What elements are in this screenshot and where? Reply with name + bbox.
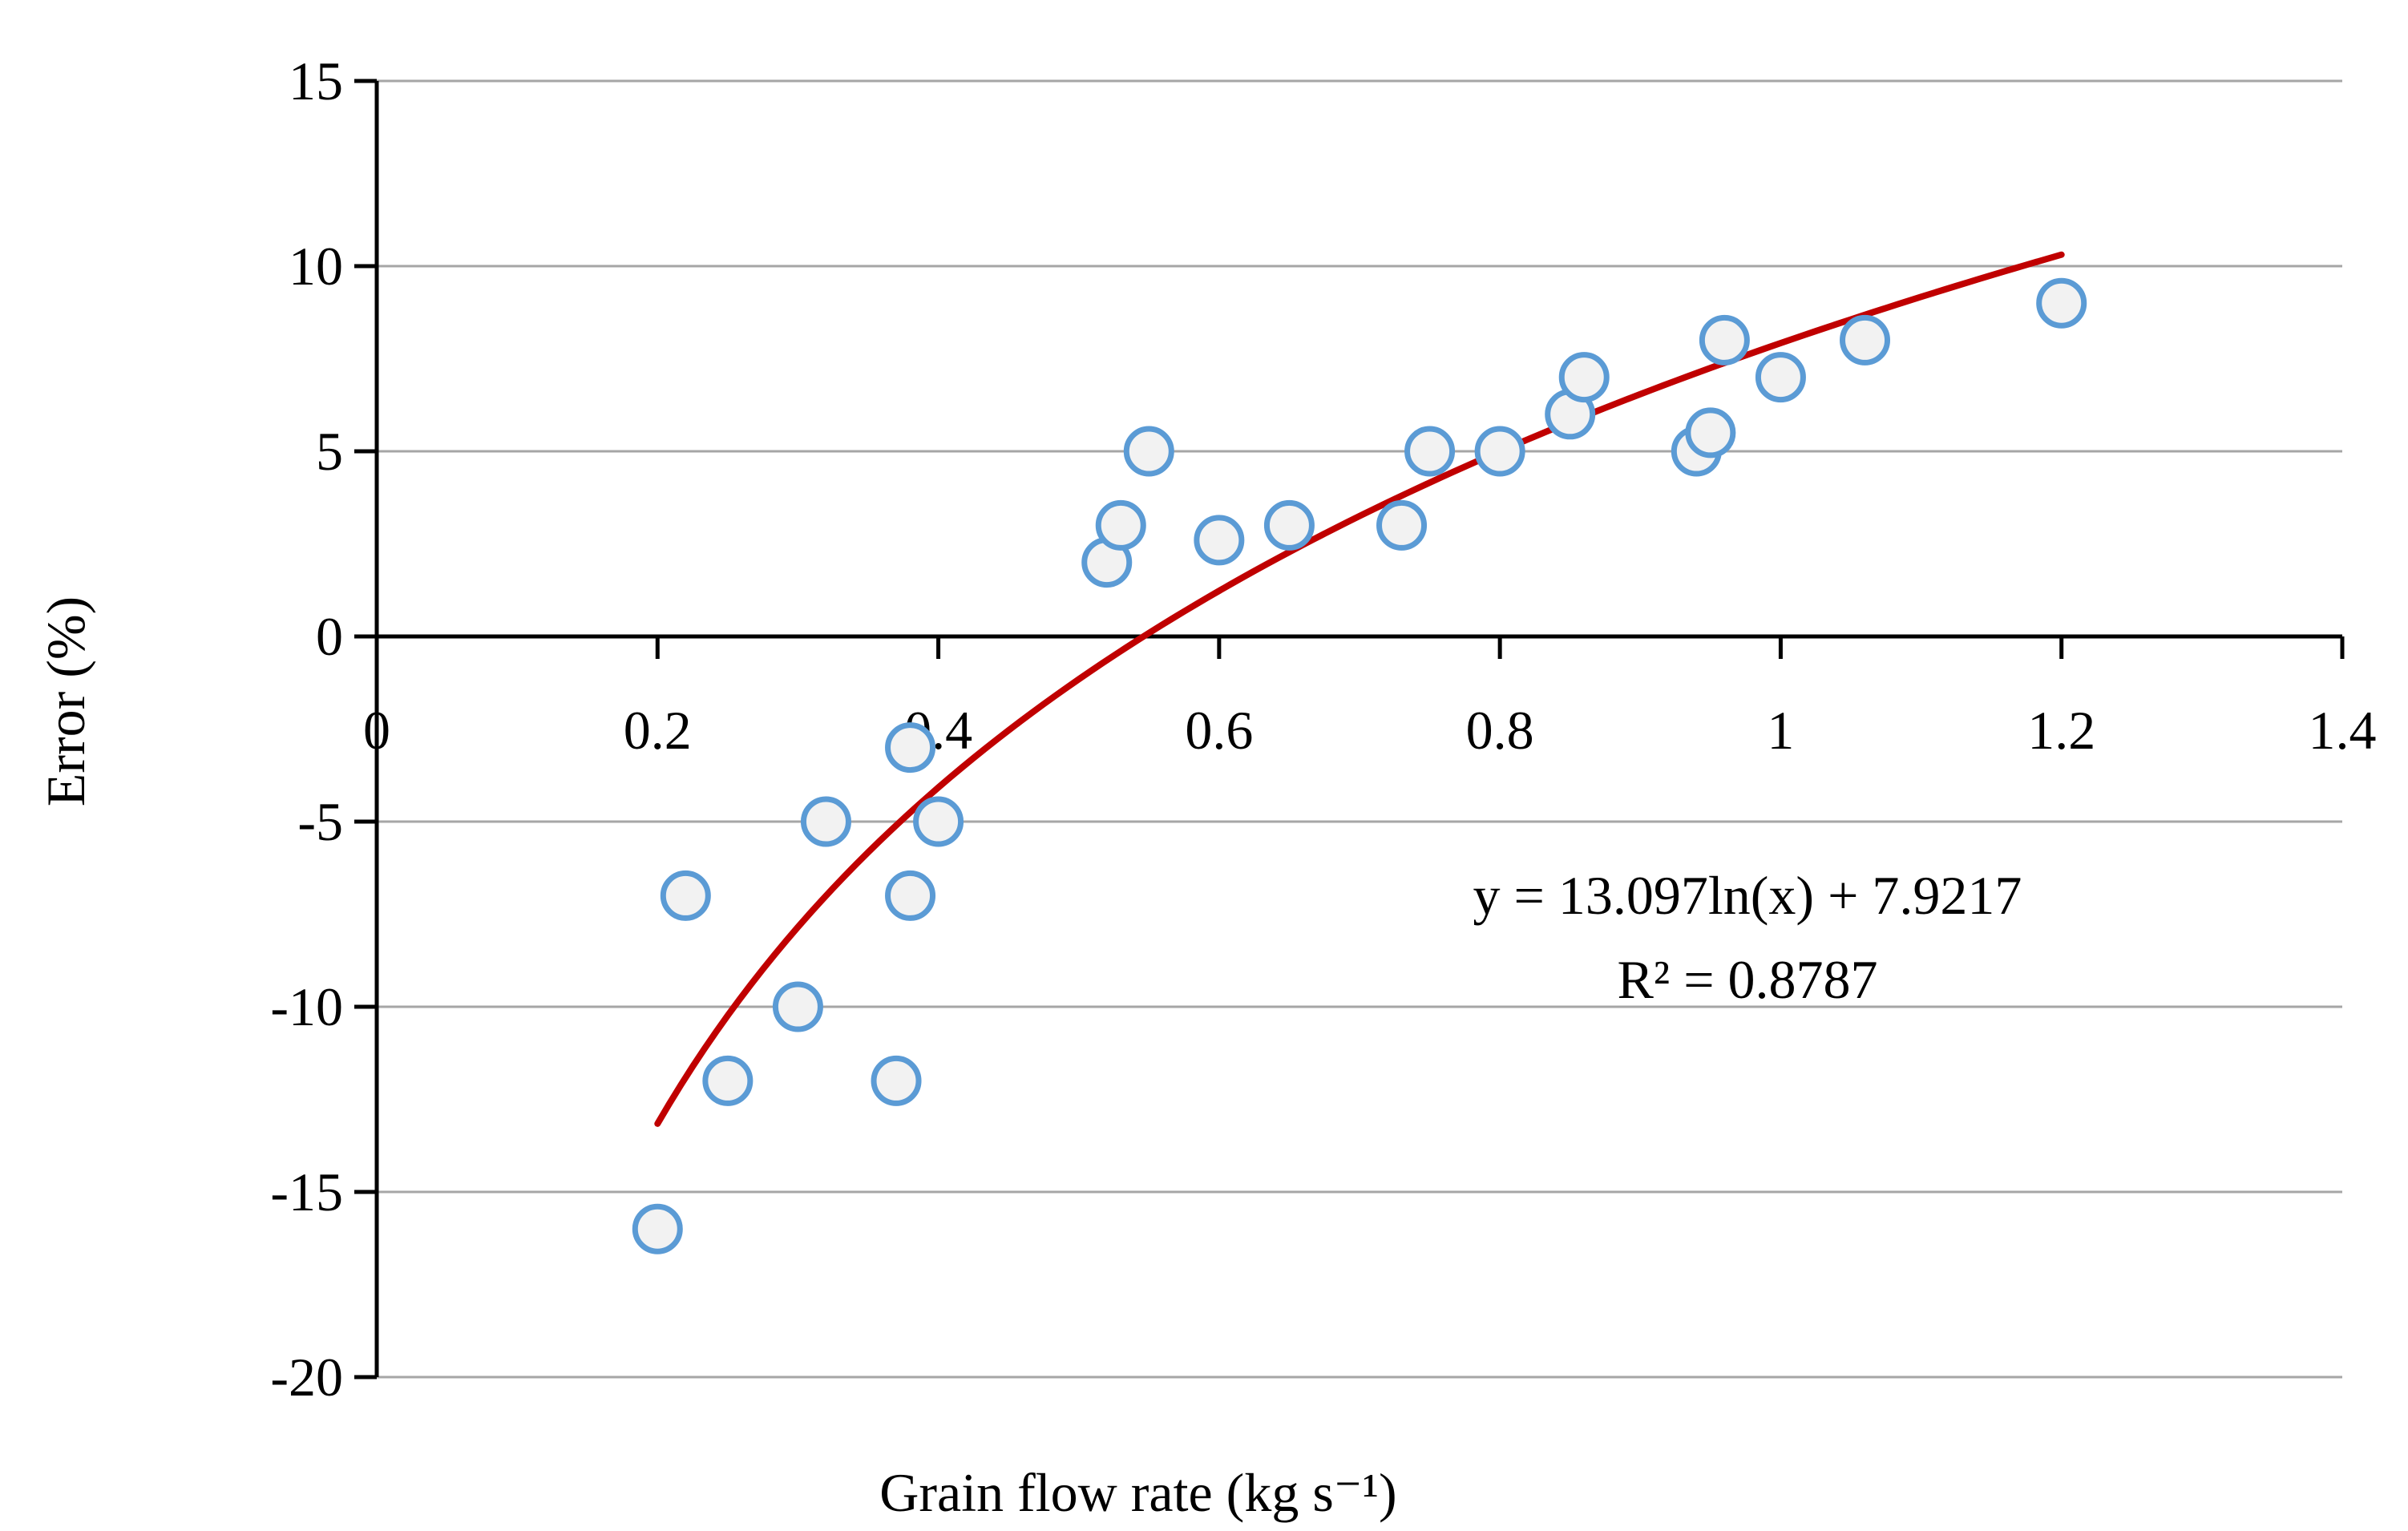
data-point-0-3 — [772, 981, 823, 1032]
y-tick-label-1: 10 — [289, 236, 343, 297]
data-point-0-21 — [1699, 314, 1750, 366]
data-point-0-8 — [913, 796, 964, 847]
data-points — [632, 277, 2087, 1254]
x-tick-label-1: 0.2 — [624, 700, 692, 761]
data-point-0-5 — [871, 1055, 922, 1106]
trendline-r-squared: R² = 0.8787 — [1617, 949, 1877, 1010]
data-point-0-13 — [1263, 499, 1315, 551]
axes — [354, 79, 2345, 1380]
data-point-0-10 — [1095, 499, 1146, 551]
data-point-0-11 — [1123, 426, 1174, 477]
y-tick-label-0: 15 — [289, 50, 343, 111]
data-point-0-14 — [1376, 499, 1428, 551]
y-tick-label-3: 0 — [316, 606, 343, 667]
x-tick-label-6: 1.2 — [2027, 700, 2095, 761]
data-point-0-4 — [800, 796, 851, 847]
y-tick-label-7: -20 — [270, 1347, 343, 1408]
trendline — [654, 251, 2065, 1127]
data-point-0-20 — [1685, 407, 1736, 458]
data-point-0-24 — [2036, 277, 2087, 329]
data-point-0-18 — [1558, 352, 1610, 403]
y-tick-label-4: -5 — [297, 791, 343, 852]
trendline-equation: y = 13.097ln(x) + 7.9217 — [1473, 865, 2022, 926]
x-tick-label-0: 0 — [363, 700, 390, 761]
data-point-0-22 — [1755, 352, 1806, 403]
x-tick-label-4: 0.8 — [1466, 700, 1534, 761]
x-tick-label-7: 1.4 — [2309, 700, 2377, 761]
data-point-0-12 — [1194, 515, 1245, 566]
chart-labels: Error (%) Grain flow rate (kg s⁻¹) y = 1… — [35, 596, 2022, 1523]
x-axis-title: Grain flow rate (kg s⁻¹) — [879, 1462, 1396, 1523]
y-tick-label-6: -15 — [270, 1161, 343, 1222]
x-tick-label-5: 1 — [1767, 700, 1794, 761]
gridlines — [377, 79, 2342, 1379]
data-point-0-6 — [885, 722, 936, 774]
data-point-0-0 — [632, 1203, 683, 1254]
data-point-0-15 — [1404, 426, 1456, 477]
x-tick-label-3: 0.6 — [1185, 700, 1253, 761]
data-point-0-16 — [1474, 426, 1525, 477]
y-tick-label-5: -10 — [270, 976, 343, 1037]
trendline-group — [654, 251, 2065, 1127]
data-point-0-1 — [660, 870, 711, 921]
y-tick-label-2: 5 — [316, 421, 343, 482]
data-point-0-23 — [1840, 314, 1891, 366]
data-point-0-2 — [702, 1055, 754, 1106]
data-point-0-7 — [885, 870, 936, 921]
y-axis-title: Error (%) — [35, 596, 96, 806]
